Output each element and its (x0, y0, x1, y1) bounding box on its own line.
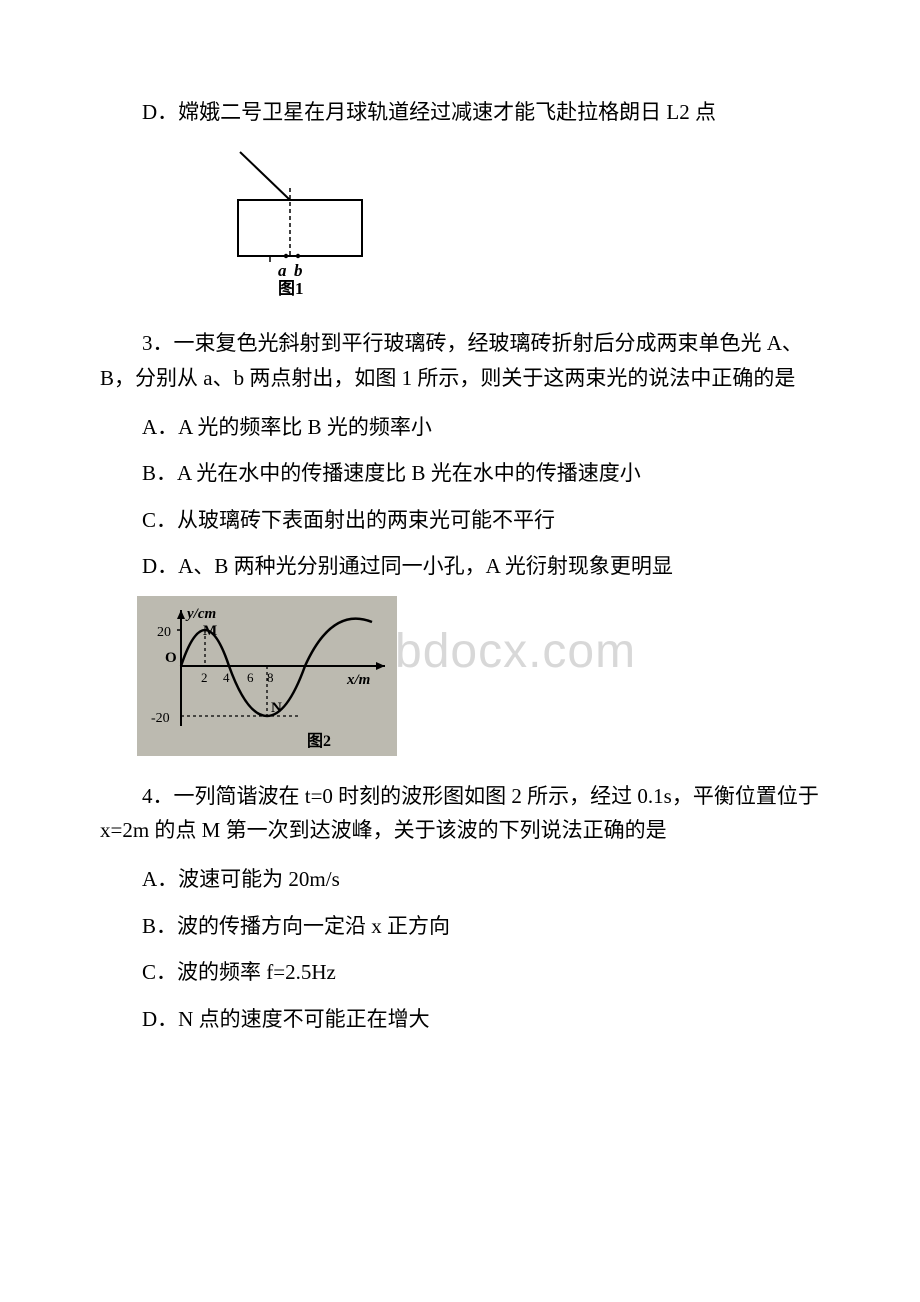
fig2-xtick-label-2: 6 (247, 670, 254, 685)
q4-option-b: B．波的传播方向一定沿 x 正方向 (100, 909, 820, 944)
fig2-ytick-label-0: 20 (157, 625, 171, 640)
fig2-xlabel: x/m (346, 672, 370, 688)
fig1-exit-a-dot (284, 253, 288, 257)
q3-option-c: C．从玻璃砖下表面射出的两束光可能不平行 (100, 503, 820, 538)
fig1-label-a: a (278, 261, 287, 280)
q3-option-d: D．A、B 两种光分别通过同一小孔，A 光衍射现象更明显 (100, 549, 820, 584)
fig2-ylabel: y/cm (185, 606, 216, 622)
q2-option-d: D．嫦娥二号卫星在月球轨道经过减速才能飞赴拉格朗日 L2 点 (100, 95, 820, 130)
q4-option-c: C．波的频率 f=2.5Hz (100, 955, 820, 990)
q4-option-a: A．波速可能为 20m/s (100, 862, 820, 897)
fig1-label-b: b (294, 261, 303, 280)
fig2-origin-label: O (165, 650, 177, 666)
fig2-point-n: N (271, 700, 282, 716)
q4-option-d: D．N 点的速度不可能正在增大 (100, 1002, 820, 1037)
q4-stem: 4．一列简谐波在 t=0 时刻的波形图如图 2 所示，经过 0.1s，平衡位置位… (100, 779, 820, 848)
fig1-incident-ray (240, 152, 290, 200)
fig1-caption: 图1 (278, 279, 304, 298)
figure-1-svg: a b 图1 (230, 148, 370, 298)
figure-2: y/cm x/m O 20 -20 2 4 6 8 M N 图2 (137, 596, 820, 767)
page-content: D．嫦娥二号卫星在月球轨道经过减速才能飞赴拉格朗日 L2 点 a b 图1 3．… (100, 95, 820, 1037)
q3-option-b: B．A 光在水中的传播速度比 B 光在水中的传播速度小 (100, 456, 820, 491)
fig1-glass-rect (238, 200, 362, 256)
fig2-xtick-label-3: 8 (267, 670, 274, 685)
fig2-xtick-label-1: 4 (223, 670, 230, 685)
figure-1: a b 图1 (230, 148, 820, 309)
q3-stem: 3．一束复色光斜射到平行玻璃砖，经玻璃砖折射后分成两束单色光 A、B，分别从 a… (100, 326, 820, 395)
fig2-point-m: M (203, 623, 217, 639)
fig2-ytick-label-1: -20 (151, 711, 170, 726)
figure-2-svg: y/cm x/m O 20 -20 2 4 6 8 M N 图2 (137, 596, 397, 756)
fig2-caption: 图2 (307, 732, 331, 750)
fig1-exit-b-dot (296, 253, 300, 257)
fig2-xtick-label-0: 2 (201, 670, 208, 685)
q3-option-a: A．A 光的频率比 B 光的频率小 (100, 410, 820, 445)
